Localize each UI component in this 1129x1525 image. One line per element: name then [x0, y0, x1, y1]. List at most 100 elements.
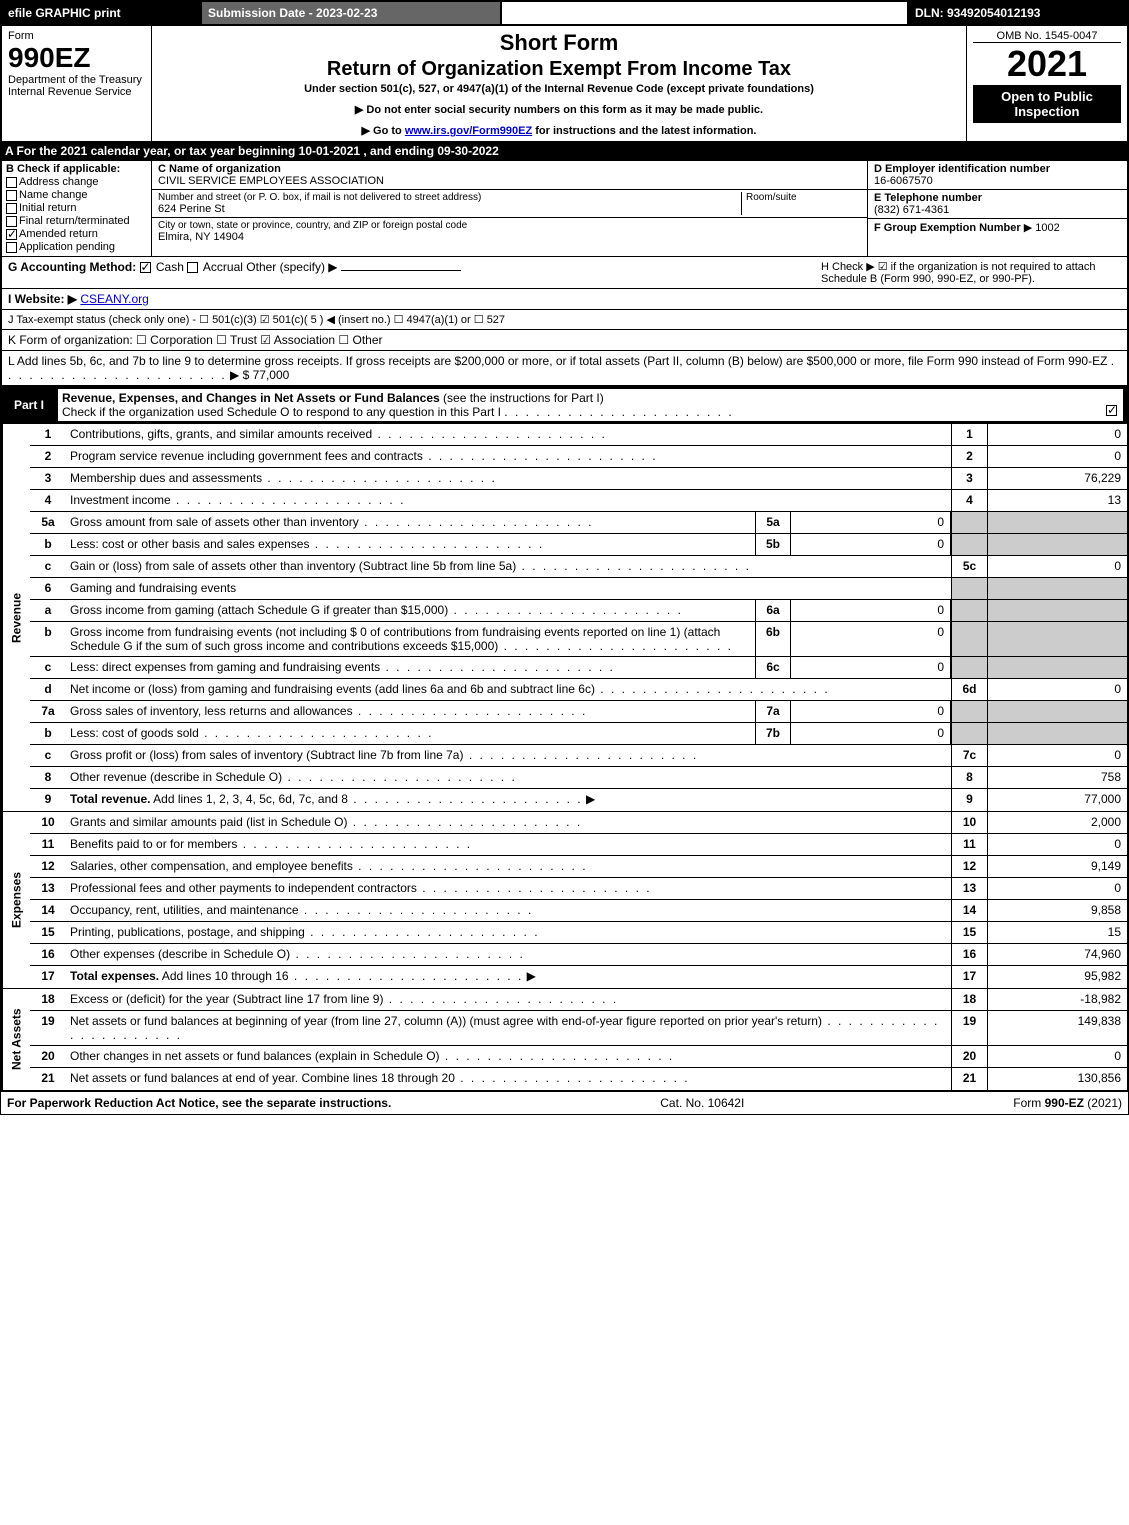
line-row: 2Program service revenue including gover…: [30, 446, 1127, 468]
f-value: ▶ 1002: [1024, 222, 1060, 234]
goto-pre: ▶ Go to: [362, 125, 405, 137]
efile-cell[interactable]: efile GRAPHIC print: [1, 1, 201, 25]
line-description: Other changes in net assets or fund bala…: [66, 1046, 951, 1067]
section-j: J Tax-exempt status (check only one) - ☐…: [1, 310, 1128, 330]
dots-icon: [380, 660, 615, 674]
ref-label: 1: [951, 424, 987, 445]
line-number: 4: [30, 490, 66, 511]
sub-label: 6c: [755, 657, 791, 678]
ref-label: [951, 723, 987, 744]
e-label: E Telephone number: [874, 192, 1121, 204]
cb-address-change[interactable]: Address change: [6, 176, 147, 188]
goto-link[interactable]: www.irs.gov/Form990EZ: [405, 125, 532, 137]
form-label: Form: [8, 30, 145, 42]
dots-icon: [440, 1049, 675, 1063]
room-label: Room/suite: [746, 192, 861, 203]
cb-application-pending[interactable]: Application pending: [6, 241, 147, 253]
net-assets-section: Net Assets 18Excess or (deficit) for the…: [1, 989, 1128, 1091]
line-row: 9Total revenue. Add lines 1, 2, 3, 4, 5c…: [30, 789, 1127, 811]
line-row: 16Other expenses (describe in Schedule O…: [30, 944, 1127, 966]
sub-label: 5b: [755, 534, 791, 555]
line-description: Salaries, other compensation, and employ…: [66, 856, 951, 877]
line-number: 15: [30, 922, 66, 943]
sub-label: 6a: [755, 600, 791, 621]
line-number: 8: [30, 767, 66, 788]
section-k: K Form of organization: ☐ Corporation ☐ …: [1, 330, 1128, 351]
form-number: 990EZ: [8, 42, 145, 74]
line-number: c: [30, 657, 66, 678]
line-number: 9: [30, 789, 66, 811]
line-number: 14: [30, 900, 66, 921]
line-description: Gain or (loss) from sale of assets other…: [66, 556, 951, 577]
dots-icon: [309, 537, 544, 551]
irs-label: Internal Revenue Service: [8, 86, 145, 98]
line-description: Total revenue. Add lines 1, 2, 3, 4, 5c,…: [66, 789, 951, 811]
ref-value: 0: [987, 834, 1127, 855]
part-i-title: Revenue, Expenses, and Changes in Net As…: [58, 389, 1123, 421]
dots-icon: [199, 726, 434, 740]
dots-icon: [417, 881, 652, 895]
dots-icon: [347, 815, 582, 829]
line-description: Excess or (deficit) for the year (Subtra…: [66, 989, 951, 1010]
footer-left: For Paperwork Reduction Act Notice, see …: [7, 1096, 391, 1110]
h-check: H Check ▶ ☑ if the organization is not r…: [821, 260, 1121, 285]
line-description: Other revenue (describe in Schedule O): [66, 767, 951, 788]
dots-icon: [504, 405, 733, 419]
ref-label: 2: [951, 446, 987, 467]
checkbox-icon: [6, 190, 17, 201]
line-row: 20Other changes in net assets or fund ba…: [30, 1046, 1127, 1068]
line-number: 13: [30, 878, 66, 899]
ref-label: 7c: [951, 745, 987, 766]
checkbox-icon[interactable]: [140, 262, 151, 273]
line-number: 10: [30, 812, 66, 833]
d-value: 16-6067570: [874, 175, 1121, 187]
ref-label: 6d: [951, 679, 987, 700]
checkbox-icon: [6, 177, 17, 188]
sub-label: 7b: [755, 723, 791, 744]
line-row: 21Net assets or fund balances at end of …: [30, 1068, 1127, 1090]
website-link[interactable]: CSEANY.org: [80, 292, 148, 306]
top-bar: efile GRAPHIC print Submission Date - 20…: [1, 1, 1128, 25]
f-group: F Group Exemption Number ▶ 1002: [868, 219, 1127, 236]
cb-final-return[interactable]: Final return/terminated: [6, 215, 147, 227]
ref-label: [951, 657, 987, 678]
expenses-side-label: Expenses: [2, 812, 30, 988]
check-o-box[interactable]: [1106, 405, 1117, 416]
ref-label: 16: [951, 944, 987, 965]
ref-value: 2,000: [987, 812, 1127, 833]
g-other-input[interactable]: [341, 270, 461, 271]
ref-label: [951, 578, 987, 599]
part-i-title-bold: Revenue, Expenses, and Changes in Net As…: [62, 391, 440, 405]
line-description: Less: cost or other basis and sales expe…: [66, 534, 755, 555]
line-row: bGross income from fundraising events (n…: [30, 622, 1127, 657]
line-row: 18Excess or (deficit) for the year (Subt…: [30, 989, 1127, 1011]
line-row: 3Membership dues and assessments376,229: [30, 468, 1127, 490]
line-description: Net assets or fund balances at end of ye…: [66, 1068, 951, 1090]
org-name-row: C Name of organization CIVIL SERVICE EMP…: [152, 161, 867, 190]
street-label: Number and street (or P. O. box, if mail…: [158, 192, 741, 203]
g-accounting: G Accounting Method: Cash Accrual Other …: [8, 260, 821, 285]
line-row: 8Other revenue (describe in Schedule O)8…: [30, 767, 1127, 789]
street-row: Number and street (or P. O. box, if mail…: [152, 190, 867, 218]
cb-initial-return[interactable]: Initial return: [6, 202, 147, 214]
sub-label: 5a: [755, 512, 791, 533]
ref-value: [987, 534, 1127, 555]
dots-icon: [282, 770, 517, 784]
line-row: 12Salaries, other compensation, and empl…: [30, 856, 1127, 878]
line-row: 7aGross sales of inventory, less returns…: [30, 701, 1127, 723]
line-description: Contributions, gifts, grants, and simila…: [66, 424, 951, 445]
checkbox-icon[interactable]: [187, 262, 198, 273]
line-number: 12: [30, 856, 66, 877]
sub-label: 7a: [755, 701, 791, 722]
ref-value: 0: [987, 446, 1127, 467]
ref-value: [987, 622, 1127, 656]
dots-icon: [353, 859, 588, 873]
line-row: aGross income from gaming (attach Schedu…: [30, 600, 1127, 622]
ref-label: 21: [951, 1068, 987, 1090]
line-number: 16: [30, 944, 66, 965]
section-b: B Check if applicable: Address change Na…: [2, 161, 152, 256]
ref-label: 12: [951, 856, 987, 877]
cb-name-change[interactable]: Name change: [6, 189, 147, 201]
i-label: I Website: ▶: [8, 292, 77, 306]
cb-amended-return[interactable]: Amended return: [6, 228, 147, 240]
